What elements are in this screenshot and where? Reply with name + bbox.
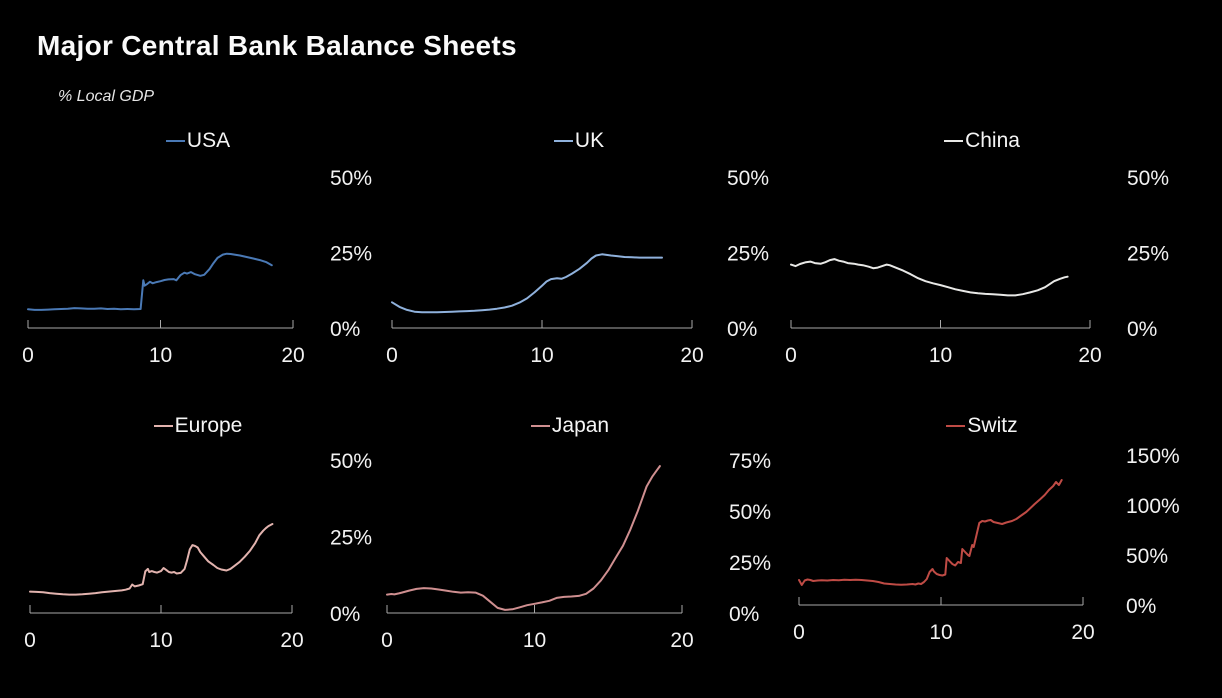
legend-line-icon [944, 140, 964, 142]
chart-panel-switz: Switz 0 10 20 0% 50% 100% 150% [780, 403, 1180, 673]
svg-text:20: 20 [280, 629, 303, 652]
usa-line-chart: 0 10 20 0% 25% 50% [22, 167, 372, 367]
page-subtitle: % Local GDP [58, 88, 155, 105]
svg-text:20: 20 [1071, 621, 1094, 644]
svg-text:0: 0 [22, 344, 34, 367]
svg-text:100%: 100% [1126, 495, 1180, 518]
japan-line-chart: 0 10 20 0% 25% 50% 75% [381, 450, 771, 652]
legend-line-icon [530, 425, 550, 427]
svg-text:10: 10 [929, 621, 952, 644]
legend-label: UK [574, 129, 605, 152]
svg-text:0: 0 [785, 344, 797, 367]
svg-text:20: 20 [670, 629, 693, 652]
svg-text:25%: 25% [1127, 243, 1169, 266]
svg-text:25%: 25% [727, 243, 769, 266]
svg-text:10: 10 [530, 344, 553, 367]
svg-text:25%: 25% [330, 243, 372, 266]
svg-text:50%: 50% [330, 167, 372, 190]
legend-label: Japan [551, 414, 610, 437]
chart-panel-china: China 0 10 20 0% 25% 50% [780, 118, 1180, 388]
svg-text:10: 10 [523, 629, 546, 652]
svg-text:20: 20 [281, 344, 304, 367]
svg-text:50%: 50% [1126, 545, 1168, 568]
svg-text:20: 20 [680, 344, 703, 367]
europe-line-chart: 0 10 20 0% 25% 50% [24, 450, 372, 652]
svg-text:0%: 0% [1126, 595, 1156, 618]
legend-label: USA [186, 129, 231, 152]
legend-switz: Switz [907, 413, 1057, 439]
legend-label: Switz [967, 414, 1018, 437]
chart-panel-uk: UK 0 10 20 0% 25% 50% [380, 118, 775, 388]
legend-label: Europe [174, 414, 243, 437]
svg-text:0%: 0% [1127, 318, 1157, 341]
switz-line-chart: 0 10 20 0% 50% 100% 150% [793, 445, 1180, 644]
svg-text:0: 0 [24, 629, 36, 652]
chart-panel-usa: USA 0 10 20 0% 25% 50% [0, 118, 375, 388]
legend-china: China [907, 128, 1057, 154]
svg-text:50%: 50% [727, 167, 769, 190]
chart-panel-europe: Europe 0 10 20 0% 25% 50% [0, 403, 375, 673]
svg-text:10: 10 [929, 344, 952, 367]
legend-line-icon [946, 425, 966, 427]
legend-line-icon [165, 140, 185, 142]
china-line-chart: 0 10 20 0% 25% 50% [785, 167, 1169, 367]
svg-text:0%: 0% [727, 318, 757, 341]
svg-text:0%: 0% [330, 603, 360, 626]
page-title: Major Central Bank Balance Sheets [37, 30, 517, 61]
svg-text:50%: 50% [330, 450, 372, 473]
svg-text:50%: 50% [729, 501, 771, 524]
legend-label: China [965, 129, 1020, 152]
legend-uk: UK [504, 128, 654, 154]
chart-panel-japan: Japan 0 10 20 0% 25% 50% 75% [380, 403, 775, 673]
legend-japan: Japan [495, 413, 645, 439]
svg-text:10: 10 [149, 629, 172, 652]
svg-text:75%: 75% [729, 450, 771, 473]
svg-text:0: 0 [793, 621, 805, 644]
svg-text:0: 0 [381, 629, 393, 652]
svg-text:20: 20 [1078, 344, 1101, 367]
legend-line-icon [153, 425, 173, 427]
legend-usa: USA [123, 128, 273, 154]
svg-text:25%: 25% [330, 527, 372, 550]
legend-line-icon [553, 140, 573, 142]
svg-text:10: 10 [149, 344, 172, 367]
svg-text:0: 0 [386, 344, 398, 367]
svg-text:0%: 0% [330, 318, 360, 341]
svg-text:25%: 25% [729, 552, 771, 575]
legend-europe: Europe [123, 413, 273, 439]
uk-line-chart: 0 10 20 0% 25% 50% [386, 167, 769, 367]
svg-text:50%: 50% [1127, 167, 1169, 190]
svg-text:150%: 150% [1126, 445, 1180, 468]
svg-text:0%: 0% [729, 603, 759, 626]
